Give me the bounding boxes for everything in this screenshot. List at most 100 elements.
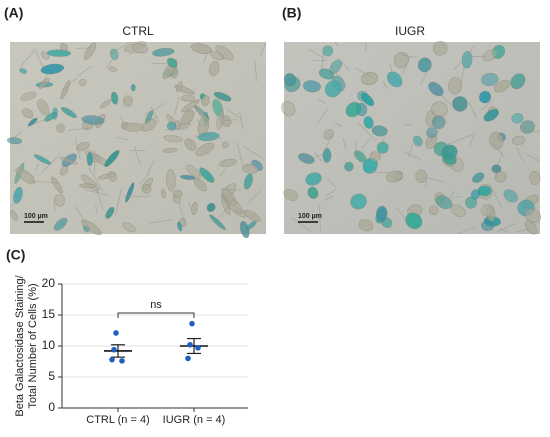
cell	[222, 141, 229, 149]
cell	[197, 132, 220, 142]
cell-process	[9, 131, 23, 142]
cell	[525, 208, 541, 223]
cell	[105, 206, 115, 219]
cell-process	[354, 67, 372, 78]
cell-process	[358, 122, 376, 141]
cell-process	[355, 140, 357, 158]
cell-process	[174, 96, 180, 116]
cell	[344, 161, 354, 172]
cell-process	[452, 195, 462, 199]
cell	[86, 152, 94, 167]
x-tick-label: IUGR (n = 4)	[163, 414, 226, 426]
cell-process	[18, 169, 35, 177]
cell-process	[254, 60, 258, 82]
cell-process	[139, 172, 150, 185]
cell-process	[496, 223, 515, 233]
cell-process	[341, 61, 350, 71]
cell-process	[260, 41, 267, 56]
cell	[33, 154, 52, 165]
cell	[83, 42, 97, 60]
cell	[191, 201, 198, 216]
annotation: ns	[150, 299, 162, 311]
cell-process	[74, 137, 81, 160]
cell	[141, 184, 152, 194]
cell-process	[88, 167, 104, 191]
cell-process	[53, 199, 56, 212]
cell	[79, 183, 96, 189]
cell	[81, 115, 105, 125]
cell-process	[432, 87, 452, 105]
cell-process	[226, 108, 243, 120]
cell	[510, 73, 526, 90]
cell-process	[401, 150, 422, 160]
cell	[161, 188, 167, 199]
cell	[219, 158, 237, 167]
cell-process	[221, 188, 242, 191]
y-axis-label: Beta Galactosidase Staining/Total Number…	[14, 274, 39, 416]
cell-process	[308, 49, 328, 61]
cell-process	[500, 227, 508, 234]
scale-bar-label: 100 µm	[298, 213, 322, 220]
cell	[376, 141, 389, 154]
cell-process	[491, 142, 505, 158]
cell	[216, 109, 224, 130]
cell	[166, 57, 178, 68]
cell-process	[526, 153, 541, 162]
cell	[61, 106, 77, 118]
panel-label: (C)	[6, 247, 25, 263]
cell-process	[95, 187, 104, 210]
cell-process	[95, 204, 98, 213]
cell	[431, 115, 446, 129]
cell	[54, 193, 65, 207]
cell-process	[488, 182, 503, 208]
cell-process	[149, 218, 175, 224]
cell	[60, 80, 71, 100]
cell-process	[342, 139, 347, 150]
cell-process	[291, 217, 311, 232]
cell	[206, 202, 216, 213]
cell	[180, 174, 196, 180]
cell	[27, 117, 38, 127]
cell	[489, 131, 504, 150]
cell-process	[219, 198, 235, 218]
cell-process	[134, 145, 141, 166]
cell	[481, 72, 499, 87]
cell-process	[401, 55, 412, 74]
cell	[220, 195, 231, 216]
cell	[283, 73, 297, 87]
cell-process	[324, 188, 337, 198]
cell	[512, 135, 526, 146]
cell-process	[128, 51, 144, 54]
cell	[108, 66, 118, 72]
cell	[123, 122, 144, 132]
cell-process	[442, 191, 455, 208]
cell	[166, 168, 176, 192]
cell	[305, 172, 322, 186]
cell-process	[515, 228, 529, 233]
cell	[59, 156, 78, 165]
cell	[376, 205, 388, 222]
cell	[131, 43, 148, 54]
y-tick-label: 20	[42, 276, 56, 290]
cell-process	[457, 226, 476, 235]
y-tick-label: 10	[42, 338, 56, 352]
cell	[524, 220, 538, 235]
micrograph	[6, 41, 267, 239]
cell	[452, 96, 468, 112]
cell	[360, 92, 375, 107]
cell	[322, 147, 332, 163]
cell-process	[61, 77, 77, 93]
cell	[322, 45, 334, 57]
cell	[59, 43, 68, 52]
cell	[180, 109, 195, 126]
cell-process	[452, 61, 462, 71]
data-point	[113, 330, 119, 336]
data-point	[187, 341, 193, 348]
cell	[461, 50, 473, 69]
cell-process	[425, 174, 428, 187]
cell	[100, 99, 112, 109]
cell	[470, 189, 481, 200]
cell	[360, 71, 379, 86]
data-point	[195, 345, 201, 351]
